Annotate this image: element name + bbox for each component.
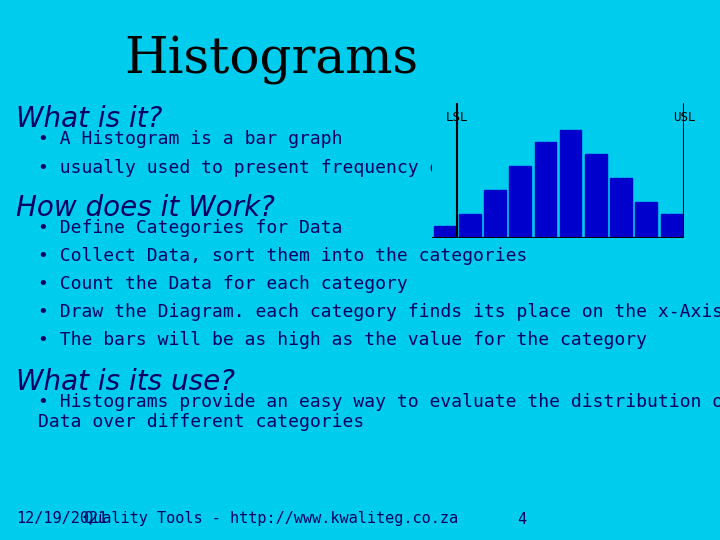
- Text: • Histograms provide an easy way to evaluate the distribution of
Data over diffe: • Histograms provide an easy way to eval…: [38, 393, 720, 431]
- Text: 4: 4: [518, 511, 526, 526]
- Text: LSL: LSL: [446, 111, 469, 124]
- Text: 12/19/2021: 12/19/2021: [17, 511, 107, 526]
- Bar: [661, 214, 682, 238]
- Bar: [560, 130, 581, 238]
- Bar: [434, 226, 455, 238]
- Text: Histograms: Histograms: [125, 35, 418, 85]
- Text: • Count the Data for each category: • Count the Data for each category: [38, 275, 408, 293]
- Text: • Define Categories for Data: • Define Categories for Data: [38, 219, 343, 237]
- Bar: [636, 201, 657, 238]
- Text: • The bars will be as high as the value for the category: • The bars will be as high as the value …: [38, 331, 647, 349]
- Text: • A Histogram is a bar graph: • A Histogram is a bar graph: [38, 130, 343, 147]
- Bar: [585, 153, 606, 238]
- Text: What is its use?: What is its use?: [17, 368, 235, 396]
- Text: What is it?: What is it?: [17, 105, 163, 133]
- Text: • usually used to present frequency data: • usually used to present frequency data: [38, 159, 473, 177]
- Bar: [459, 214, 480, 238]
- Text: How does it Work?: How does it Work?: [17, 194, 275, 222]
- Text: • Draw the Diagram. each category finds its place on the x-Axis.: • Draw the Diagram. each category finds …: [38, 303, 720, 321]
- Bar: [485, 190, 505, 238]
- Text: USL: USL: [672, 111, 696, 124]
- Bar: [611, 178, 631, 238]
- Text: Quality Tools - http://www.kwaliteg.co.za: Quality Tools - http://www.kwaliteg.co.z…: [84, 511, 459, 526]
- Bar: [510, 166, 531, 238]
- Text: • Collect Data, sort them into the categories: • Collect Data, sort them into the categ…: [38, 247, 527, 265]
- FancyBboxPatch shape: [0, 0, 543, 540]
- Bar: [535, 141, 556, 238]
